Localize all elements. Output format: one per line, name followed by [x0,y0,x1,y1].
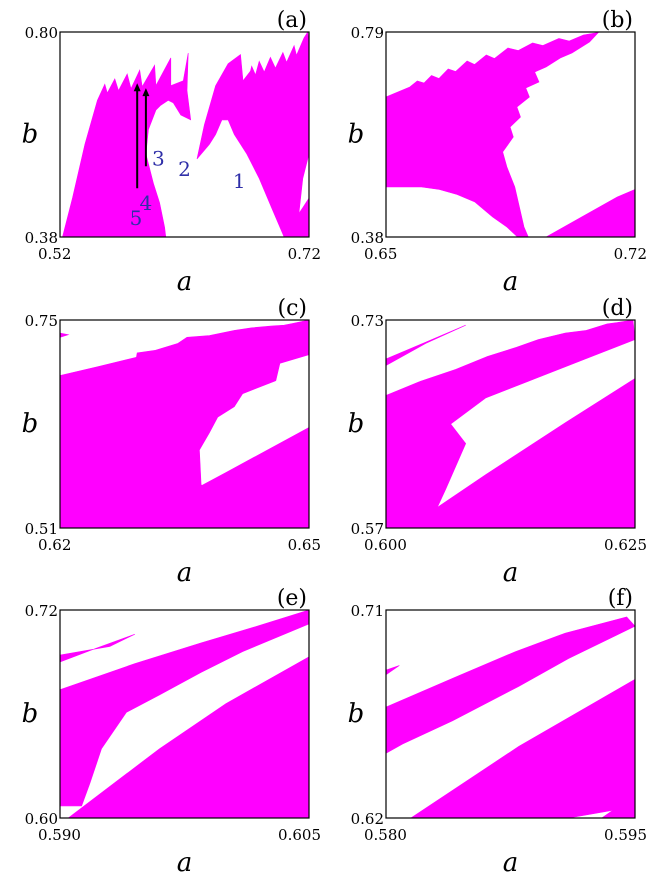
arrow-short-head [142,88,150,97]
region-3 [60,332,70,338]
region-1 [386,616,635,754]
y-axis-label: b [348,409,365,439]
region-1 [386,32,600,237]
panel-e: 0.72 0.600.590 0.605 a b (e) [22,586,321,875]
region-2 [410,678,635,818]
x-tick-left: 0.65 [364,245,397,263]
x-tick-right: 0.595 [604,826,647,844]
plot-frame [385,319,636,529]
x-tick-right: 0.605 [278,826,321,844]
region-3 [284,197,309,237]
region-1 [386,320,635,528]
plot-frame [59,31,310,238]
region-1 [60,610,309,807]
panel-label: (b) [602,8,633,33]
region-2 [122,427,309,528]
plot-frame [385,609,636,819]
x-tick-right: 0.72 [614,245,647,263]
region-3 [386,665,400,676]
x-tick-left: 0.52 [38,245,71,263]
panel-label: (d) [602,296,633,321]
x-tick-left: 0.590 [38,826,81,844]
plot-frame [385,31,636,238]
region-label-2: 2 [178,157,191,181]
region-2 [545,189,635,237]
region-3 [60,634,135,663]
x-tick-left: 0.62 [38,536,71,554]
y-axis-label: b [22,409,39,439]
panel-label: (e) [277,586,307,611]
panel-f: 0.71 0.620.580 0.595 a b (f) [348,586,647,875]
x-tick-right: 0.72 [288,245,321,263]
arrow-long-head [133,83,141,92]
y-tick-top: 0.73 [351,312,384,330]
x-axis-label: a [177,848,193,875]
y-tick-top: 0.79 [351,24,384,42]
plot-frame [59,319,310,529]
y-tick-bottom: 0.51 [25,520,58,538]
region-label-1: 1 [233,169,246,193]
plot-frame [59,609,310,819]
y-tick-top: 0.80 [25,24,58,42]
region-1 [60,320,309,528]
panel-label: (a) [277,8,307,33]
region-2 [67,656,309,818]
x-axis-label: a [503,267,519,297]
y-tick-bottom: 0.60 [25,810,58,828]
x-tick-right: 0.65 [288,536,321,554]
region-3 [386,324,466,366]
y-tick-bottom: 0.62 [351,810,384,828]
region-2 [196,32,309,237]
y-axis-label: b [22,120,39,150]
x-axis-label: a [177,558,193,588]
y-axis-label: b [22,699,39,729]
region-4 [601,794,635,818]
x-axis-label: a [503,848,519,875]
region-label-4: 4 [140,191,153,215]
panel-label: (f) [608,586,633,611]
y-tick-bottom: 0.38 [351,229,384,247]
region-label-3: 3 [152,147,165,171]
y-tick-bottom: 0.38 [25,229,58,247]
y-axis-label: b [348,120,365,150]
panel-label: (c) [278,296,308,321]
panel-d: 0.73 0.570.600 0.625 a b (d) [348,296,647,588]
x-axis-label: a [177,267,193,297]
y-tick-top: 0.72 [25,602,58,620]
region-1 [62,52,192,237]
y-tick-bottom: 0.57 [351,520,384,538]
x-tick-left: 0.580 [364,826,407,844]
panel-b: 0.79 0.380.65 0.72 a b (b) [348,8,647,297]
panel-a: 0.80 0.380.52 0.72 a b (a) 1 23 45 [22,8,321,297]
y-tick-top: 0.71 [351,602,384,620]
x-tick-left: 0.600 [364,536,407,554]
y-tick-top: 0.75 [25,312,58,330]
panel-c: 0.75 0.510.62 0.65 a b (c) [22,296,321,588]
x-tick-right: 0.625 [604,536,647,554]
region-2 [406,378,635,528]
y-axis-label: b [348,699,365,729]
x-axis-label: a [503,558,519,588]
region-label-5: 5 [130,206,143,230]
